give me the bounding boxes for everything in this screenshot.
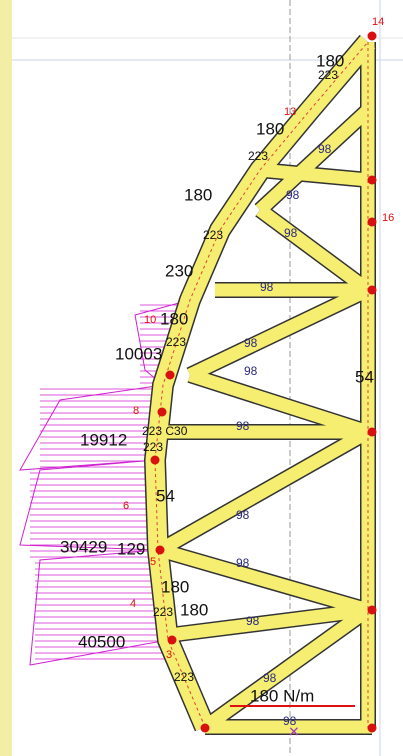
member xyxy=(160,432,368,550)
node xyxy=(368,218,377,227)
label: 98 xyxy=(244,336,258,350)
label: 16 xyxy=(382,212,394,224)
node xyxy=(166,371,175,380)
label: 223 xyxy=(174,670,194,684)
label: 8 xyxy=(133,405,139,417)
label: 223 xyxy=(153,605,173,619)
label: 40500 xyxy=(78,632,125,651)
label: 223 xyxy=(203,228,223,242)
label: 98 xyxy=(236,419,250,433)
label: 98 xyxy=(244,364,258,378)
label: 98 xyxy=(260,280,274,294)
node xyxy=(156,546,165,555)
label: 98 xyxy=(318,142,332,156)
node xyxy=(201,724,210,733)
label: 223 xyxy=(143,440,163,454)
label: 19912 xyxy=(80,430,127,449)
label: 223 xyxy=(166,335,186,349)
node xyxy=(168,636,177,645)
label: 223 C30 xyxy=(142,424,188,438)
label: 223 xyxy=(248,149,268,163)
label: 5 xyxy=(150,556,156,568)
label: 98 xyxy=(236,508,250,522)
label: 30429 xyxy=(60,537,107,556)
node xyxy=(151,456,160,465)
member xyxy=(190,375,368,432)
label: 223 xyxy=(318,68,338,82)
member xyxy=(190,290,368,375)
node xyxy=(368,724,377,733)
label: 6 xyxy=(123,500,129,512)
label: 98 xyxy=(246,614,260,628)
label: 180 xyxy=(160,309,188,328)
label: 180 xyxy=(256,119,284,138)
label: 129 xyxy=(117,539,145,558)
page: 1418022313180982231618098223982309810180… xyxy=(0,0,403,756)
label: 98 xyxy=(263,671,277,685)
node xyxy=(158,408,167,417)
node xyxy=(368,428,377,437)
support-mark: ✕ xyxy=(288,724,300,740)
label: 98 xyxy=(236,556,250,570)
label: 180 xyxy=(180,600,208,619)
label: 14 xyxy=(372,16,384,28)
label: 180 xyxy=(161,577,189,596)
label: 98 xyxy=(284,226,298,240)
label: 54 xyxy=(156,486,175,505)
label: 180 N/m xyxy=(250,686,314,705)
node xyxy=(368,606,377,615)
label: 10 xyxy=(144,314,156,326)
node xyxy=(368,176,377,185)
label: 10003 xyxy=(115,344,162,363)
label: 4 xyxy=(130,598,136,610)
node xyxy=(368,286,377,295)
label: 54 xyxy=(355,367,374,386)
node xyxy=(368,32,377,41)
member xyxy=(260,210,368,290)
members xyxy=(155,42,372,728)
side-strip xyxy=(0,0,12,756)
label: 230 xyxy=(165,261,193,280)
label: 180 xyxy=(184,185,212,204)
label: 98 xyxy=(286,188,300,202)
label: 13 xyxy=(284,106,296,118)
label: 3 xyxy=(166,649,172,661)
truss-view: 1418022313180982231618098223982309810180… xyxy=(0,0,403,756)
